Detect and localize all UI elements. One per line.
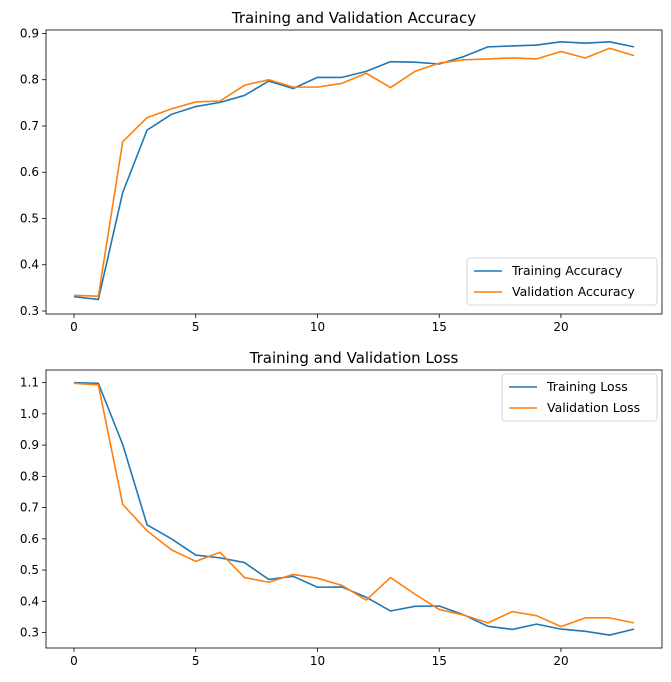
y-tick-label: 0.6 xyxy=(20,532,39,546)
x-tick-label: 5 xyxy=(192,654,200,668)
y-tick-label: 0.5 xyxy=(20,211,39,225)
y-tick-label: 0.3 xyxy=(20,626,39,640)
legend-box xyxy=(466,257,658,306)
x-tick-label: 0 xyxy=(70,654,78,668)
legend: Training Accuracy Validation Accuracy xyxy=(466,257,658,306)
y-tick-label: 0.8 xyxy=(20,469,39,483)
legend-label: Training Loss xyxy=(546,379,628,394)
x-tick-label: 15 xyxy=(432,654,447,668)
chart-title: Training and Validation Accuracy xyxy=(231,9,476,27)
y-tick-label: 0.4 xyxy=(20,258,39,272)
y-tick-label: 0.6 xyxy=(20,165,39,179)
x-tick-label: 10 xyxy=(310,320,325,334)
series-line-2 xyxy=(73,47,635,297)
y-tick-label: 0.5 xyxy=(20,563,39,577)
legend-label: Validation Accuracy xyxy=(512,284,635,299)
y-tick-label: 0.7 xyxy=(20,501,39,515)
y-tick-label: 1.1 xyxy=(20,376,39,390)
y-tick-label: 0.9 xyxy=(20,438,39,452)
legend-label: Training Accuracy xyxy=(511,263,623,278)
legend-label: Validation Loss xyxy=(547,400,640,415)
x-tick-label: 0 xyxy=(70,320,78,334)
chart-2: Training and Validation Loss 0 5 10 15 20 0.3 0… xyxy=(20,349,663,668)
x-tick-label: 15 xyxy=(432,320,447,334)
x-tick-label: 20 xyxy=(553,320,568,334)
legend: Training Loss Validation Loss xyxy=(501,373,658,422)
chart-title: Training and Validation Loss xyxy=(249,349,459,367)
y-tick-label: 0.4 xyxy=(20,594,39,608)
chart-1: Training and Validation Accuracy 0 5 10 15 20… xyxy=(20,9,663,334)
y-tick-label: 0.9 xyxy=(20,26,39,40)
x-tick-label: 5 xyxy=(192,320,200,334)
legend-box xyxy=(501,373,658,422)
y-tick-label: 1.0 xyxy=(20,407,39,421)
y-tick-label: 0.8 xyxy=(20,73,39,87)
x-tick-label: 20 xyxy=(553,654,568,668)
y-tick-label: 0.3 xyxy=(20,304,39,318)
series-line-2 xyxy=(73,382,635,628)
y-tick-label: 0.7 xyxy=(20,119,39,133)
plot-frame xyxy=(45,369,663,649)
series-line-1 xyxy=(73,40,635,301)
x-tick-label: 10 xyxy=(310,654,325,668)
